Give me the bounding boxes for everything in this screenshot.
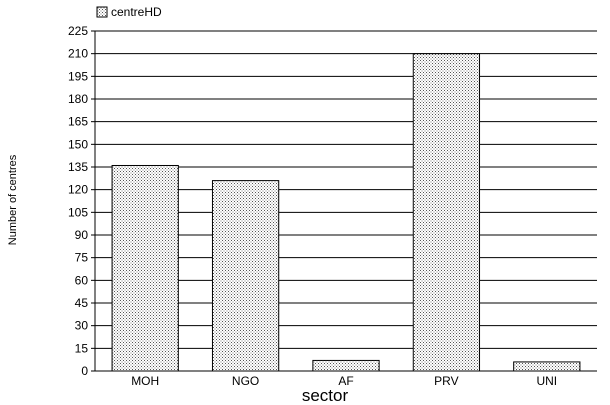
bar-uni bbox=[513, 361, 581, 372]
x-tick-label: UNI bbox=[536, 374, 557, 388]
y-tick-label: 45 bbox=[75, 296, 89, 310]
y-tick-label: 150 bbox=[68, 137, 88, 151]
bar-prv bbox=[412, 53, 481, 372]
y-tick-label: 165 bbox=[68, 115, 88, 129]
y-tick-label: 15 bbox=[75, 341, 89, 355]
y-tick-label: 210 bbox=[68, 47, 88, 61]
y-tick-label: 225 bbox=[68, 24, 88, 38]
x-axis-title: sector bbox=[302, 386, 349, 405]
y-tick-label: 30 bbox=[75, 319, 89, 333]
y-tick-label: 0 bbox=[81, 364, 88, 378]
y-tick-label: 135 bbox=[68, 160, 88, 174]
bar-ngo bbox=[211, 180, 280, 372]
y-tick-label: 195 bbox=[68, 69, 88, 83]
y-tick-label: 105 bbox=[68, 205, 88, 219]
y-tick-label: 180 bbox=[68, 92, 88, 106]
y-tick-label: 120 bbox=[68, 183, 88, 197]
x-tick-label: NGO bbox=[232, 374, 259, 388]
x-tick-label: PRV bbox=[434, 374, 458, 388]
legend-swatch bbox=[96, 6, 108, 18]
x-axis-ticks: MOH NGO AF PRV UNI bbox=[131, 374, 557, 388]
legend-label: centreHD bbox=[111, 5, 162, 19]
x-tick-label: MOH bbox=[131, 374, 159, 388]
bars bbox=[111, 53, 581, 372]
bar-af bbox=[312, 359, 380, 372]
y-tick-label: 60 bbox=[75, 273, 89, 287]
y-tick-label: 75 bbox=[75, 251, 89, 265]
y-axis-ticks: 0 15 30 45 60 75 90 105 120 135 150 165 180 195 210 225 bbox=[68, 24, 95, 378]
x-tick-label: AF bbox=[338, 374, 353, 388]
bar-moh bbox=[111, 164, 179, 372]
y-tick-label: 90 bbox=[75, 228, 89, 242]
y-axis-title: Number of centres bbox=[7, 154, 19, 245]
legend: centreHD bbox=[96, 5, 162, 19]
